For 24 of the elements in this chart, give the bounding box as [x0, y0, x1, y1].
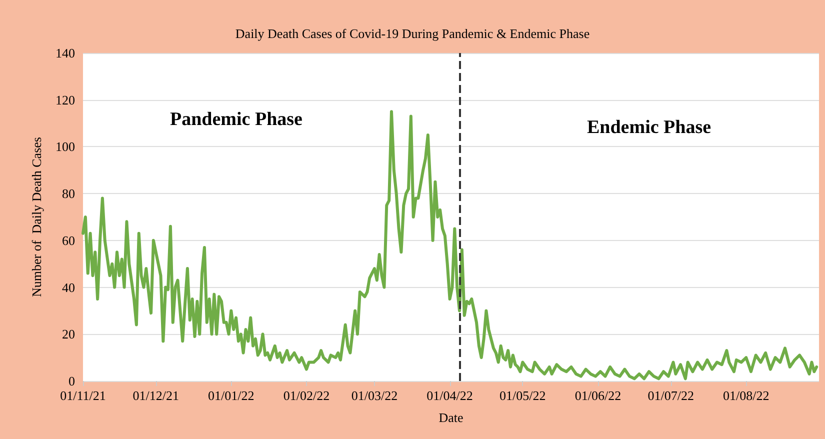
annotation: Endemic Phase	[587, 117, 712, 138]
y-axis-title: Number of Daily Death Cases	[29, 137, 44, 297]
x-tick-label: 01/03/22	[351, 388, 398, 403]
y-tick-label: 120	[56, 92, 75, 108]
x-tick-label: 01/05/22	[500, 388, 546, 403]
y-tick-label: 100	[56, 139, 75, 154]
x-axis-title: Date	[438, 410, 464, 425]
x-tick-label: 01/12/21	[132, 388, 179, 403]
chart-title: Daily Death Cases of Covid-19 During Pandemic & Endemic Phase	[235, 26, 590, 41]
y-tick-label: 20	[62, 326, 75, 342]
annotation: Pandemic Phase	[170, 109, 302, 130]
x-tick-label: 01/11/21	[60, 388, 106, 403]
x-tick-label: 01/06/22	[574, 388, 622, 403]
x-tick-label: 01/08/22	[723, 388, 770, 403]
x-tick-label: 01/02/22	[283, 388, 330, 403]
x-tick-label: 01/01/22	[208, 388, 254, 403]
y-tick-label: 40	[62, 280, 75, 295]
y-tick-label: 80	[62, 186, 75, 202]
x-tick-label: 01/04/22	[426, 388, 473, 403]
y-tick-label: 0	[68, 374, 75, 388]
x-tick-label: 01/07/22	[648, 388, 694, 403]
y-tick-label: 60	[62, 232, 75, 248]
y-tick-label: 140	[56, 46, 75, 60]
line-series	[82, 110, 818, 380]
